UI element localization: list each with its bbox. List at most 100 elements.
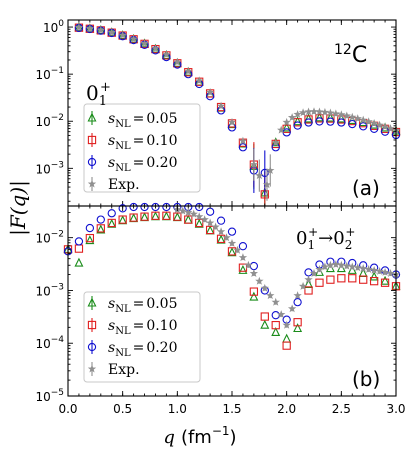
- panel-b-transition-label: 01+→02+: [296, 225, 355, 252]
- data-point: [353, 114, 362, 123]
- data-point: [118, 204, 127, 213]
- data-point: [255, 276, 264, 285]
- data-point: [238, 242, 248, 251]
- data-point: [238, 264, 248, 274]
- data-point: [262, 180, 272, 189]
- x-axis-label: q (fm−1): [163, 424, 236, 448]
- data-point: [293, 121, 302, 130]
- data-point: [380, 267, 390, 276]
- data-point: [85, 24, 95, 33]
- data-point: [238, 253, 248, 262]
- data-point: [315, 117, 324, 126]
- data-point: [309, 269, 319, 277]
- data-point: [282, 320, 291, 329]
- data-point: [173, 212, 182, 221]
- data-point: [293, 116, 303, 126]
- data-point: [320, 107, 330, 116]
- legend-entry: Exp.: [87, 177, 140, 193]
- legend-entry: sNL = 0.05: [87, 296, 177, 315]
- x-tick-label: 2.0: [277, 402, 296, 416]
- data-point: [266, 291, 275, 300]
- data-point: [298, 108, 308, 117]
- data-point: [326, 275, 335, 284]
- data-point: [353, 263, 362, 272]
- data-point: [96, 224, 105, 233]
- data-point: [336, 113, 346, 123]
- data-point: [118, 30, 127, 39]
- data-point: [140, 212, 150, 222]
- legend-label: Exp.: [108, 362, 140, 378]
- y-axis-label: |F(q)|: [6, 180, 31, 236]
- legend-label: sNL = 0.05: [108, 111, 177, 130]
- data-point: [320, 262, 330, 271]
- data-point: [140, 38, 149, 47]
- data-point: [96, 25, 105, 34]
- data-point: [238, 136, 248, 145]
- data-point: [227, 117, 237, 126]
- data-point: [233, 245, 242, 254]
- data-point: [271, 138, 280, 147]
- data-point: [271, 311, 280, 320]
- data-point: [195, 202, 204, 212]
- legend-label: sNL = 0.20: [108, 155, 177, 174]
- y-tick-label: 10−3: [35, 160, 64, 176]
- data-point: [369, 265, 379, 274]
- x-tick-label: 0.0: [58, 402, 77, 416]
- data-point: [150, 211, 160, 221]
- data-point: [271, 320, 280, 330]
- data-point: [315, 107, 324, 116]
- data-point: [375, 266, 384, 275]
- series-exp-0: [74, 23, 401, 201]
- data-point: [287, 113, 297, 122]
- data-point: [96, 215, 105, 224]
- data-point: [151, 202, 160, 212]
- data-point: [249, 261, 259, 271]
- data-point: [107, 218, 117, 228]
- panel-b-tag: (b): [352, 367, 380, 391]
- data-point: [337, 118, 346, 127]
- legend-entry: Exp.: [87, 362, 140, 378]
- data-point: [178, 206, 187, 215]
- legend-entry: sNL = 0.10: [87, 318, 177, 337]
- data-point: [107, 209, 116, 218]
- y-tick-label: 10−3: [35, 282, 64, 298]
- data-point: [173, 57, 182, 66]
- data-point: [386, 269, 395, 277]
- data-point: [172, 57, 182, 67]
- panel-b-legend: sNL = 0.05 sNL = 0.10 sNL = 0.20 Exp.: [83, 291, 201, 383]
- data-point: [282, 122, 292, 132]
- legend-entry: sNL = 0.10: [87, 133, 177, 152]
- panel-a: 100 10−1 10−2 10−3 sNL = 0.05 sNL = 0.10 sNL = 0.20…: [35, 19, 401, 207]
- data-point: [255, 171, 264, 180]
- panel-a-state-label: 01+: [86, 80, 111, 109]
- y-tick-label: 10−2: [35, 230, 64, 246]
- data-point: [369, 124, 379, 133]
- data-point: [359, 115, 368, 124]
- data-point: [195, 76, 204, 85]
- data-point: [238, 143, 248, 152]
- data-point: [244, 260, 253, 269]
- y-tick-label: 10−1: [35, 66, 64, 82]
- x-tick-label: 2.5: [332, 402, 351, 416]
- data-point: [293, 323, 303, 333]
- legend-marker: [87, 342, 97, 352]
- data-point: [195, 212, 204, 221]
- data-point: [129, 213, 138, 222]
- data-point: [282, 333, 292, 343]
- data-point: [304, 118, 313, 127]
- data-point: [315, 278, 324, 287]
- x-tick-labels: 0.0 0.5 1.0 1.5 2.0 2.5 3.0: [58, 402, 405, 416]
- data-point: [293, 118, 302, 127]
- x-tick-label: 3.0: [386, 402, 405, 416]
- data-point: [205, 207, 215, 216]
- data-point: [107, 28, 116, 36]
- legend-label: Exp.: [108, 177, 140, 193]
- legend-entry: sNL = 0.05: [87, 111, 177, 130]
- data-point: [386, 124, 395, 133]
- data-point: [205, 87, 215, 96]
- data-point: [74, 237, 84, 246]
- data-point: [151, 44, 160, 53]
- data-point: [140, 202, 149, 212]
- legend-label: sNL = 0.20: [108, 340, 177, 359]
- data-point: [326, 260, 335, 269]
